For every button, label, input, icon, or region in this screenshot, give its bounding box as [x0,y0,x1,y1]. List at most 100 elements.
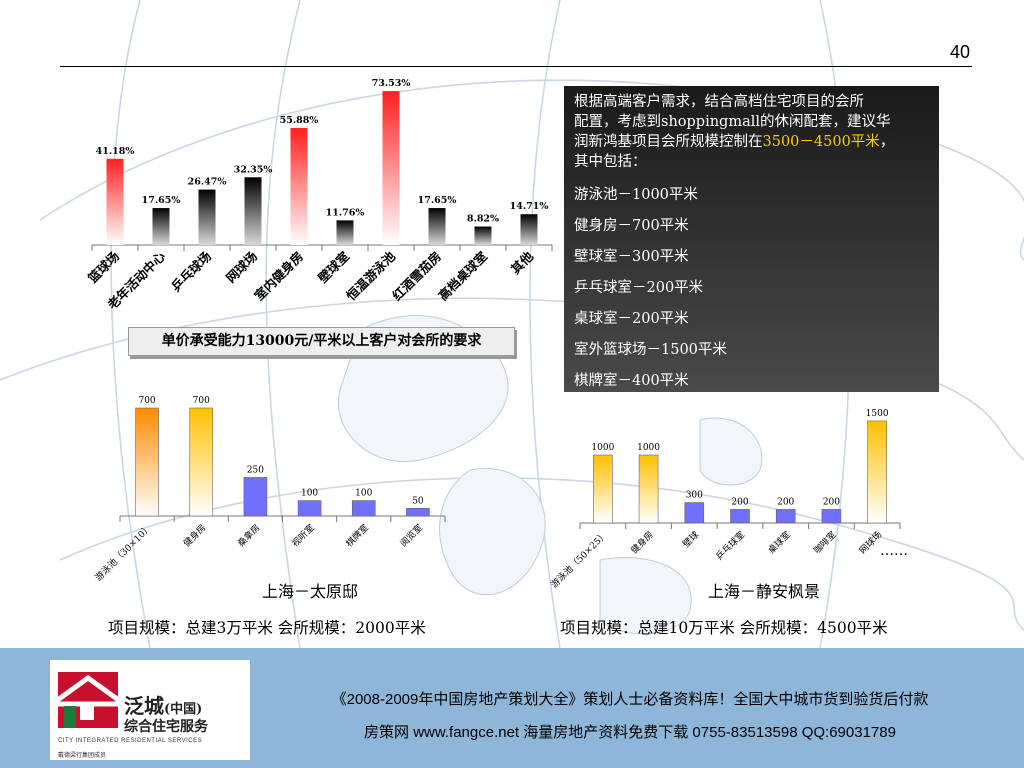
jingan-scale: 项目规模：总建10万平米 会所规模：4500平米 [560,619,888,637]
brand-english: CITY INTEGRATED RESIDENTIAL SERVICES [58,738,203,744]
bar [867,420,887,524]
category-label: 健身房 [628,529,656,557]
bar-value-label: 41.18% [96,146,135,157]
page-number: 40 [949,42,970,62]
bar [198,189,216,245]
bar [775,509,796,524]
bar [406,507,430,517]
bar-value-label: 100 [355,489,372,499]
header-divider [60,66,972,67]
bar-value-label: 17.65% [418,195,457,206]
facility-item: 乒乓球室－200平米 [574,280,704,296]
bar-value-label: 73.53% [372,78,411,89]
facility-item: 健身房－700平米 [574,218,689,234]
taiyuan-title: 上海－太原邸 [261,582,358,601]
bar [336,220,354,245]
facility-item: 室外篮球场－1500平米 [574,342,727,358]
bar [474,226,492,245]
bar-value-label: 200 [731,497,748,507]
bar [428,208,446,245]
category-label: 红酒雪茄房 [389,249,444,304]
bar-value-label: 17.65% [142,195,181,206]
house-logo-icon [44,672,132,728]
jingan-club-chart: 1000 游泳池（50×25） 1000 健身房 300 壁球 200 乒乓球室 200 桌球室 2… [548,409,901,591]
category-label: 游泳池（50×25） [548,529,610,591]
brand-country: (中国) [164,702,203,717]
bar [684,502,705,524]
category-label: 视听室 [289,522,317,550]
bar [189,407,214,517]
brand-subtitle: 综合住宅服务 [124,719,208,735]
recommendation-intro: 根据高端客户需求，结合高档住宅项目的会所 配置，考虑到shoppingmall的… [574,92,929,172]
company-logo [44,660,250,760]
bar [243,477,268,517]
recommendation-box: 根据高端客户需求，结合高档住宅项目的会所 配置，考虑到shoppingmall的… [564,86,939,392]
bar [593,454,613,524]
facility-item: 桌球室－200平米 [574,311,689,327]
category-label: 恒温游泳池 [343,248,398,303]
bar-value-label: 300 [686,491,703,501]
bar-value-label: 1000 [591,443,614,453]
intro-line: 其中包括： [574,154,647,170]
taiyuan-club-chart: 700 游泳池（30×10） 700 健身房 250 桑拿房 100 视听室 100 棋牌室 50 阅… [92,396,446,584]
category-label: 高档桌球室 [435,248,490,303]
bar-value-label: 1500 [866,409,889,419]
taiyuan-scale: 项目规模：总建3万平米 会所规模：2000平米 [108,619,426,637]
bar-value-label: 11.76% [326,207,365,218]
bar-value-label: 100 [301,489,318,499]
bar-value-label: 700 [193,396,210,406]
category-label: 篮球场 [84,249,122,287]
bar-value-label: 55.88% [280,115,319,126]
category-label: 桑拿房 [235,522,263,550]
category-label: 室内健身房 [251,249,306,304]
bar [290,128,308,245]
intro-punctuation: ， [879,134,895,150]
category-label: 其他 [508,248,537,277]
bar [152,208,170,245]
footer-ad-line: 《2008-2009年中国房地产策划大全》策划人士必备资料库！全国大中城市货到验… [331,691,929,708]
more-ellipsis: …… [880,543,908,559]
bar-value-label: 1000 [637,443,660,453]
bar-value-label: 32.35% [234,164,273,175]
brand-member: 戴德梁行集团成员 [58,752,107,759]
bar-value-label: 200 [823,497,840,507]
facility-item: 游泳池－1000平米 [574,187,698,203]
brand-name-main: 泛城 [124,694,164,718]
category-label: 乒乓球场 [168,249,214,295]
bar-value-label: 14.71% [510,201,549,212]
bar-value-label: 250 [247,465,264,475]
category-label: 乒乓球室 [713,529,747,563]
bar-value-label: 200 [777,497,794,507]
club-demand-chart: 41.18%篮球场17.65%老年活动中心26.47%乒乓球场32.35%网球场… [84,78,553,313]
bar [297,500,322,517]
bar [244,177,262,245]
bar [351,500,376,517]
category-label: 健身房 [181,522,209,550]
bar [106,158,124,245]
brand-name: 泛城(中国) [124,690,202,719]
category-label: 阅览室 [397,522,425,550]
bar-value-label: 26.47% [188,177,227,188]
size-range-highlight: 3500－4500平米 [762,134,880,150]
bar-value-label: 50 [412,496,424,506]
bar [520,214,538,245]
bar [135,407,159,517]
footer-contact-line: 房策网 www.fangce.net 海量房地产资料免费下载 0755-8351… [364,724,896,741]
category-label: 壁球室 [315,248,352,285]
bar-value-label: 700 [138,396,155,406]
category-label: 壁球 [680,529,701,550]
intro-line: 配置，考虑到shoppingmall的休闲配套，建议华 [574,114,891,130]
bar [821,509,842,524]
facility-item: 壁球室－300平米 [574,249,689,265]
category-label: 游泳池（30×10） [92,522,154,584]
category-label: 网球场 [223,249,260,286]
category-label: 咖啡室 [811,529,839,557]
facility-item: 棋牌室－400平米 [574,373,689,389]
intro-line: 根据高端客户需求，结合高档住宅项目的会所 [574,94,864,110]
bar [382,91,400,245]
intro-text: 润新鸿基项目会所规模控制在 [574,134,763,150]
category-label: 桌球室 [765,529,793,557]
bar-value-label: 8.82% [467,214,499,225]
bar [638,454,659,524]
